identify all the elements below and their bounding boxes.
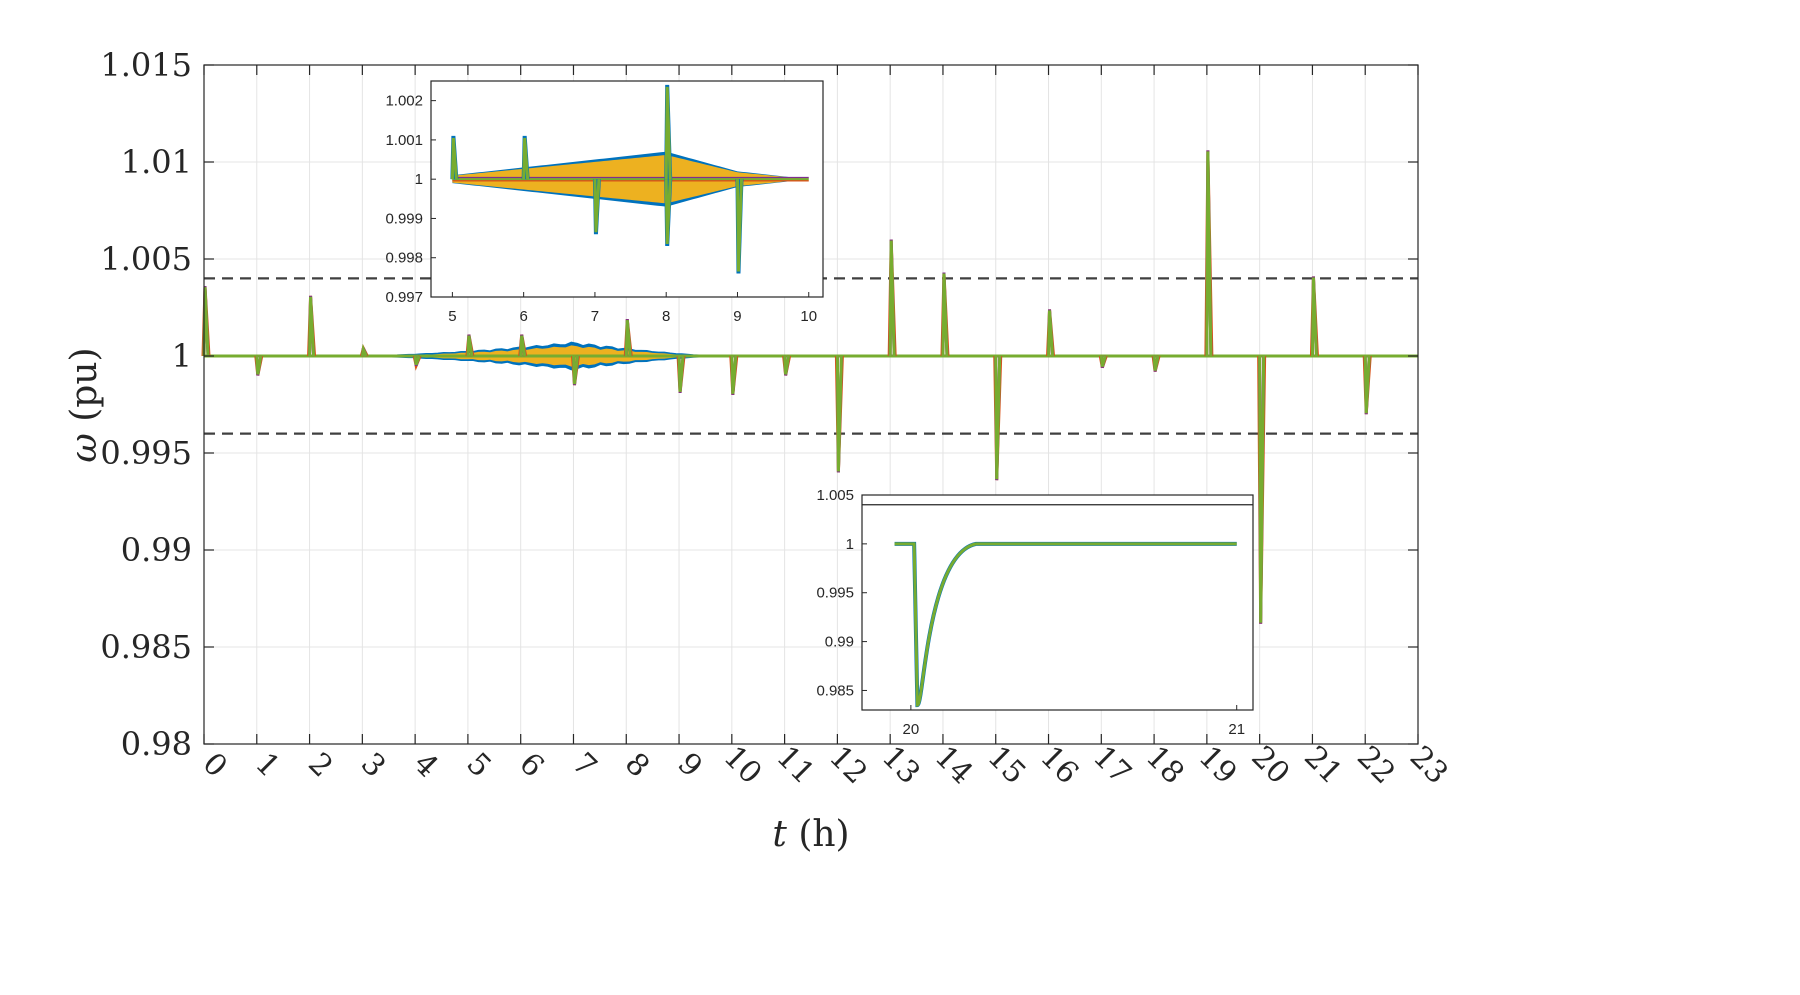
spike-15 xyxy=(993,355,1003,481)
inset2-axes-box xyxy=(861,494,1254,711)
spike-trace-green xyxy=(730,355,738,394)
inset1-x-tick-label: 8 xyxy=(662,308,670,325)
spike-trace-green xyxy=(308,296,316,357)
y-tick-label: 1.01 xyxy=(121,143,192,181)
spike-16 xyxy=(1046,309,1056,357)
spike-4 xyxy=(412,355,422,371)
spike-trace-green xyxy=(1099,355,1107,368)
inset1-x-tick-label: 10 xyxy=(800,308,817,325)
inset1-y-tick-label: 0.998 xyxy=(385,250,423,267)
spike-trace-green xyxy=(994,355,1002,480)
spike-trace-green xyxy=(360,343,368,357)
inset-zoom-20-21: 20 21 0.985 0.99 0.995 1 1.005 xyxy=(816,487,1254,738)
y-axis-label-unit: (pu) xyxy=(64,347,105,433)
inset1-y-tick-label: 1 xyxy=(415,171,423,188)
spike-10 xyxy=(729,355,739,395)
spike-22 xyxy=(1362,355,1372,415)
inset2-dip-green xyxy=(894,542,1237,707)
inset2-y-tick-label: 1.005 xyxy=(816,487,854,504)
spike-trace-green xyxy=(1152,355,1160,371)
spike-trace-green xyxy=(1258,355,1266,623)
spike-trace-green xyxy=(1310,277,1318,357)
x-axis-label: t (h) xyxy=(772,814,849,855)
spike-13 xyxy=(887,239,897,357)
inset-zoom-5-10: 5 6 7 8 9 10 0.997 0.998 0.999 1 1.001 1.002 xyxy=(385,80,824,325)
spike-6 xyxy=(518,334,528,357)
inset1-y-tick-label: 1.002 xyxy=(385,93,423,110)
inset1-x-tick-label: 7 xyxy=(591,308,599,325)
y-tick-label: 1.015 xyxy=(100,46,192,84)
spike-14 xyxy=(940,272,950,357)
spike-trace-green xyxy=(783,355,791,375)
inset2-x-tick-label: 20 xyxy=(903,721,920,738)
spike-trace-green xyxy=(1205,151,1213,357)
y-tick-label: 0.985 xyxy=(100,628,192,666)
y-tick-label: 0.995 xyxy=(100,434,192,472)
y-tick-labels: 0.98 0.985 0.99 0.995 1 1.005 1.01 1.015 xyxy=(100,46,192,763)
spike-17 xyxy=(1098,355,1108,369)
y-tick-label: 1 xyxy=(172,337,192,375)
y-tick-label: 1.005 xyxy=(100,240,192,278)
spike-5 xyxy=(465,334,475,357)
spike-11 xyxy=(782,355,792,376)
inset2-y-tick-label: 0.985 xyxy=(816,682,854,699)
spike-trace-green xyxy=(888,240,896,357)
spike-trace-green xyxy=(413,355,421,366)
spike-trace-green xyxy=(255,355,263,375)
spike-1 xyxy=(254,355,264,376)
spike-trace-green xyxy=(835,355,843,472)
inset2-x-tick-label: 21 xyxy=(1228,721,1245,738)
spike-18 xyxy=(1151,355,1161,372)
spike-20 xyxy=(1257,355,1267,624)
inset1-spike-green xyxy=(664,179,672,245)
spike-trace-green xyxy=(941,273,949,357)
spike-trace-green xyxy=(571,355,579,385)
spike-3 xyxy=(359,343,369,357)
spike-trace-green xyxy=(466,335,474,357)
inset1-spike-green xyxy=(522,137,530,180)
y-tick-label: 0.98 xyxy=(121,725,192,763)
inset1-spike-green xyxy=(593,179,601,233)
inset1-y-tick-label: 1.001 xyxy=(385,132,423,149)
inset1-y-tick-label: 0.999 xyxy=(385,210,423,227)
y-axis-label: ω (pu) xyxy=(64,347,105,462)
spike-trace-green xyxy=(1047,310,1055,357)
inset1-x-tick-label: 9 xyxy=(733,308,741,325)
spike-8 xyxy=(623,318,633,357)
inset1-spike-green xyxy=(664,86,672,180)
inset1-spike-green xyxy=(735,179,743,272)
spike-trace-green xyxy=(1363,355,1371,414)
y-axis-label-var: ω xyxy=(64,433,105,462)
spike-9 xyxy=(676,355,686,394)
spike-12 xyxy=(834,355,844,473)
spike-group xyxy=(201,150,1372,624)
inset2-y-tick-label: 0.995 xyxy=(816,585,854,602)
inset2-y-tick-label: 0.99 xyxy=(825,634,854,651)
inset1-spike-green xyxy=(450,137,458,180)
inset1-x-tick-label: 6 xyxy=(519,308,527,325)
inset1-x-tick-label: 5 xyxy=(448,308,456,325)
x-axis-label-unit: (h) xyxy=(787,814,850,855)
spike-19 xyxy=(1204,150,1214,357)
x-axis-label-var: t xyxy=(772,814,787,855)
inset1-y-tick-label: 0.997 xyxy=(385,289,423,306)
inset2-y-tick-label: 1 xyxy=(846,536,854,553)
spike-trace-green xyxy=(677,355,685,392)
spike-trace-green xyxy=(519,335,527,357)
spike-7 xyxy=(570,355,580,386)
spike-21 xyxy=(1309,276,1319,357)
main-axes-box xyxy=(203,64,1419,745)
spike-trace-green xyxy=(624,320,632,357)
spike-2 xyxy=(307,295,317,357)
y-tick-label: 0.99 xyxy=(121,531,192,569)
